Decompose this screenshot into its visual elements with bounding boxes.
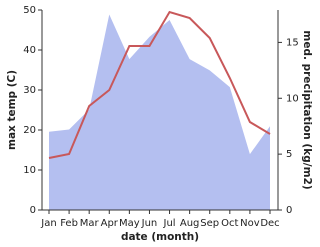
x-tick-label: Apr <box>101 218 119 229</box>
x-tick-label: Mar <box>80 218 100 229</box>
x-tick-label: Nov <box>240 218 260 229</box>
y-tick-label: 20 <box>23 125 36 136</box>
x-tick-label: Feb <box>60 218 78 229</box>
y2-axis-label: med. precipitation (kg/m2) <box>301 30 313 189</box>
x-tick-label: Aug <box>180 218 200 229</box>
temp-line <box>48 10 271 159</box>
x-tick-label: Jun <box>141 218 158 229</box>
y-tick-label: 50 <box>23 5 36 16</box>
y2-tick-label: 5 <box>286 149 292 160</box>
y-axis-label: max temp (C) <box>6 70 18 150</box>
y-tick-label: 30 <box>23 85 36 96</box>
precipitation-area <box>49 14 270 211</box>
x-axis-label: date (month) <box>121 231 199 243</box>
y-tick-label: 40 <box>23 45 36 56</box>
y-tick-label: 10 <box>23 165 36 176</box>
x-tick-label: Jul <box>163 218 176 229</box>
x-tick-label: Dec <box>260 218 279 229</box>
x-tick-label: Jan <box>40 218 56 229</box>
x-tick-label: Oct <box>221 218 238 229</box>
x-tick-label: May <box>119 218 140 229</box>
y-tick-label: 0 <box>30 205 36 216</box>
x-tick-label: Sep <box>200 218 219 229</box>
y2-tick-label: 0 <box>286 205 292 216</box>
y2-tick-label: 15 <box>286 37 299 48</box>
y2-tick-label: 10 <box>286 93 299 104</box>
